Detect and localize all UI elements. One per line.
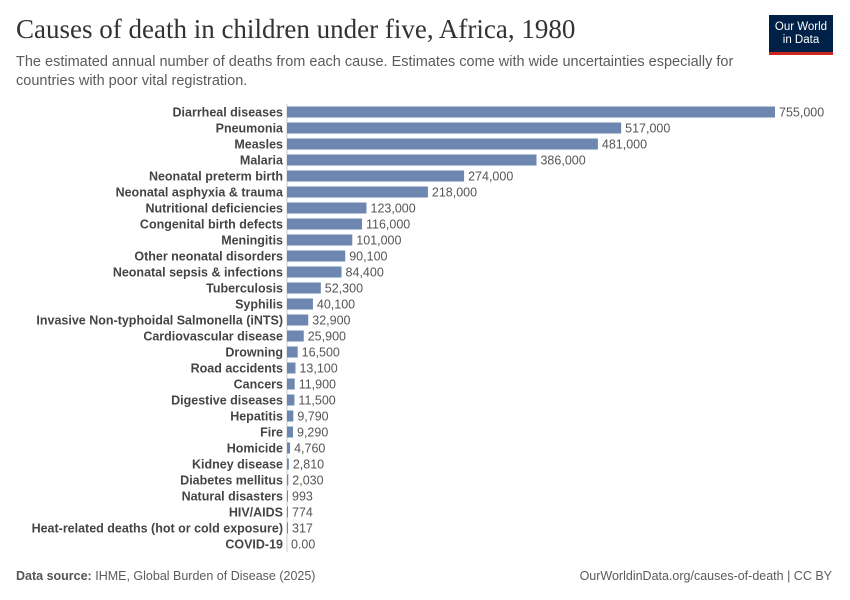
bar[interactable] xyxy=(287,122,622,134)
value-label: 9,290 xyxy=(297,426,328,440)
category-label: Digestive diseases xyxy=(171,394,283,408)
category-label: Measles xyxy=(234,138,283,152)
category-label: Homicide xyxy=(227,442,283,456)
bar[interactable] xyxy=(287,298,313,310)
source-url[interactable]: OurWorldinData.org/causes-of-death | CC … xyxy=(579,569,832,583)
category-label: Neonatal preterm birth xyxy=(149,170,283,184)
bar[interactable] xyxy=(287,186,428,198)
bar[interactable] xyxy=(287,282,321,294)
category-label: HIV/AIDS xyxy=(229,506,283,520)
category-label: Other neonatal disorders xyxy=(134,250,283,264)
category-label: Road accidents xyxy=(191,362,283,376)
value-label: 16,500 xyxy=(302,346,340,360)
bar[interactable] xyxy=(287,458,289,470)
category-label: Fire xyxy=(260,426,283,440)
value-label: 274,000 xyxy=(468,170,513,184)
bar[interactable] xyxy=(287,490,288,502)
value-label: 116,000 xyxy=(366,218,410,232)
bar[interactable] xyxy=(287,106,775,118)
bar[interactable] xyxy=(287,154,537,166)
bar[interactable] xyxy=(287,250,346,262)
bar[interactable] xyxy=(287,234,353,246)
category-label: Neonatal sepsis & infections xyxy=(113,266,283,280)
bar[interactable] xyxy=(287,138,598,150)
category-label: Drowning xyxy=(225,346,283,360)
value-label: 774 xyxy=(292,506,313,520)
category-label: Congenital birth defects xyxy=(140,218,283,232)
category-label: Meningitis xyxy=(221,234,283,248)
data-source: Data source: IHME, Global Burden of Dise… xyxy=(16,569,315,583)
value-label: 84,400 xyxy=(346,266,384,280)
bar[interactable] xyxy=(287,410,294,422)
value-label: 11,900 xyxy=(299,378,336,392)
bar[interactable] xyxy=(287,522,288,534)
source-text: IHME, Global Burden of Disease (2025) xyxy=(95,569,316,583)
bar[interactable] xyxy=(287,330,304,342)
bar[interactable] xyxy=(287,506,288,518)
value-label: 101,000 xyxy=(356,234,401,248)
bar[interactable] xyxy=(287,442,291,454)
bar[interactable] xyxy=(287,266,342,278)
owid-logo[interactable]: Our World in Data xyxy=(769,15,833,55)
value-label: 4,760 xyxy=(294,442,325,456)
bar[interactable] xyxy=(287,474,289,486)
category-label: Natural disasters xyxy=(182,490,283,504)
value-label: 2,810 xyxy=(293,458,324,472)
category-label: Pneumonia xyxy=(216,122,284,136)
category-label: COVID-19 xyxy=(225,538,283,552)
bar[interactable] xyxy=(287,218,362,230)
bar[interactable] xyxy=(287,362,296,374)
category-label: Tuberculosis xyxy=(206,282,283,296)
logo-text: Our World in Data xyxy=(774,20,828,46)
value-label: 481,000 xyxy=(602,138,647,152)
chart-subtitle: The estimated annual number of deaths fr… xyxy=(16,54,734,89)
bar[interactable] xyxy=(287,170,465,182)
bar[interactable] xyxy=(287,378,295,390)
value-label: 90,100 xyxy=(349,250,387,264)
bar[interactable] xyxy=(287,346,298,358)
value-label: 386,000 xyxy=(540,154,585,168)
category-label: Heat-related deaths (hot or cold exposur… xyxy=(32,522,283,536)
value-label: 32,900 xyxy=(312,314,350,328)
value-label: 40,100 xyxy=(317,298,355,312)
value-label: 993 xyxy=(292,490,313,504)
value-label: 123,000 xyxy=(371,202,416,216)
value-label: 317 xyxy=(292,522,313,536)
category-label: Cardiovascular disease xyxy=(143,330,283,344)
value-label: 25,900 xyxy=(308,330,346,344)
value-label: 9,790 xyxy=(297,410,328,424)
value-label: 52,300 xyxy=(325,282,363,296)
category-label: Syphilis xyxy=(235,298,283,312)
bar[interactable] xyxy=(287,202,367,214)
bar[interactable] xyxy=(287,314,309,326)
value-label: 11,500 xyxy=(298,394,335,408)
value-label: 218,000 xyxy=(432,186,477,200)
value-label: 13,100 xyxy=(299,362,337,376)
category-label: Kidney disease xyxy=(192,458,283,472)
value-label: 2,030 xyxy=(292,474,323,488)
category-label: Neonatal asphyxia & trauma xyxy=(116,186,284,200)
category-label: Diarrheal diseases xyxy=(173,106,284,120)
value-label: 755,000 xyxy=(779,106,824,120)
bar[interactable] xyxy=(287,426,294,438)
category-label: Hepatitis xyxy=(230,410,283,424)
category-label: Nutritional deficiencies xyxy=(145,202,283,216)
category-label: Cancers xyxy=(234,378,283,392)
category-label: Malaria xyxy=(240,154,284,168)
chart-title: Causes of death in children under five, … xyxy=(16,14,576,44)
value-label: 0.00 xyxy=(291,538,315,552)
value-label: 517,000 xyxy=(625,122,670,136)
category-label: Diabetes mellitus xyxy=(180,474,283,488)
source-label: Data source: xyxy=(16,569,92,583)
category-label: Invasive Non-typhoidal Salmonella (iNTS) xyxy=(36,314,283,328)
bar[interactable] xyxy=(287,394,295,406)
